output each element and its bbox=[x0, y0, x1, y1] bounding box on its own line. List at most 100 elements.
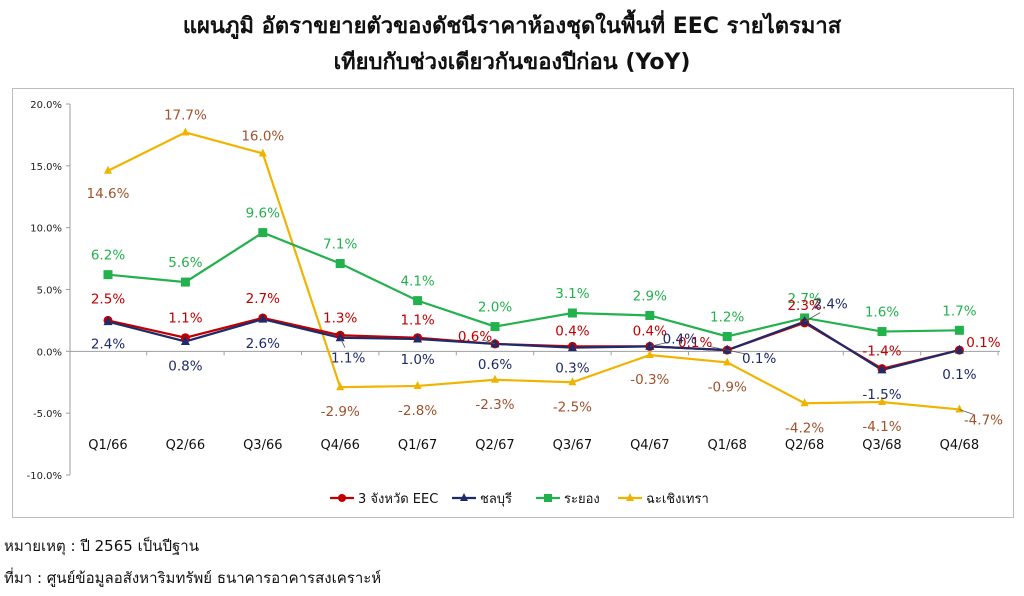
y-tick-label: 10.0% bbox=[30, 224, 62, 235]
data-point bbox=[491, 374, 499, 383]
legend: 3 จังหวัด EEC ชลบุรี ระยอง ฉะเชิงเทรา bbox=[330, 491, 709, 507]
x-tick-label: Q3/66 bbox=[243, 438, 282, 453]
data-point bbox=[800, 316, 810, 326]
data-label: 0.3% bbox=[555, 361, 589, 377]
data-point bbox=[180, 277, 190, 287]
data-point bbox=[878, 397, 886, 406]
x-tick-label: Q2/67 bbox=[475, 438, 514, 453]
data-point bbox=[645, 310, 655, 320]
data-label: 2.6% bbox=[246, 336, 280, 352]
x-tick-label: Q1/68 bbox=[707, 438, 746, 453]
series-line bbox=[107, 131, 960, 411]
data-label: -4.1% bbox=[862, 419, 901, 435]
x-tick-label: Q4/67 bbox=[630, 438, 669, 453]
data-label: 0.4% bbox=[555, 323, 589, 339]
data-label: 5.6% bbox=[168, 255, 202, 271]
data-label: -2.5% bbox=[553, 399, 592, 415]
leader-line bbox=[707, 345, 728, 351]
data-label: 6.2% bbox=[91, 248, 125, 264]
data-label: 1.3% bbox=[323, 310, 357, 326]
data-label: -1.4% bbox=[862, 344, 901, 360]
data-label: 2.3% bbox=[787, 298, 821, 314]
data-label: 16.0% bbox=[241, 128, 284, 144]
data-point bbox=[258, 228, 268, 238]
data-point bbox=[258, 313, 268, 323]
data-point bbox=[413, 296, 423, 306]
y-tick-label: 20.0% bbox=[30, 100, 62, 111]
data-label: 7.1% bbox=[323, 237, 357, 253]
leader-line bbox=[482, 339, 496, 345]
legend-label: ชลบุรี bbox=[480, 491, 512, 507]
data-label: 1.1% bbox=[400, 313, 434, 329]
data-label: 0.6% bbox=[458, 329, 492, 345]
footnote: หมายเหตุ : ปี 2565 เป็นปีฐาน bbox=[4, 537, 199, 555]
y-tick-label: -10.0% bbox=[27, 471, 62, 482]
data-label: 14.6% bbox=[87, 186, 130, 202]
data-point bbox=[336, 382, 345, 391]
data-label: -2.8% bbox=[398, 403, 437, 419]
data-label: 2.7% bbox=[787, 291, 821, 307]
data-point bbox=[877, 327, 887, 337]
data-point bbox=[877, 364, 887, 374]
legend-label: ฉะเชิงเทรา bbox=[646, 492, 709, 507]
data-label: -1.5% bbox=[862, 387, 901, 403]
data-point bbox=[645, 350, 654, 359]
series-line bbox=[107, 231, 960, 338]
data-label: 0.1% bbox=[942, 367, 976, 383]
data-point bbox=[258, 148, 267, 157]
leader-line bbox=[959, 409, 974, 415]
data-label: 1.6% bbox=[865, 305, 899, 321]
x-tick-label: Q3/68 bbox=[862, 438, 901, 453]
data-label: 1.1% bbox=[331, 351, 365, 367]
data-label: 1.7% bbox=[942, 303, 976, 319]
data-label: -2.3% bbox=[475, 397, 514, 413]
leader-line bbox=[727, 349, 747, 355]
x-tick-label: Q1/66 bbox=[88, 438, 127, 453]
data-point bbox=[103, 316, 113, 326]
chart-title-line-2: เทียบกับช่วงเดียวกันของปีก่อน (YoY) bbox=[333, 50, 691, 75]
data-point bbox=[490, 322, 500, 332]
data-point bbox=[103, 270, 113, 280]
data-point bbox=[568, 377, 577, 386]
data-label: 2.4% bbox=[813, 297, 847, 313]
data-point bbox=[413, 380, 422, 389]
legend-marker bbox=[460, 493, 468, 501]
data-point bbox=[722, 331, 732, 341]
leader-line bbox=[804, 312, 821, 322]
y-tick-label: 5.0% bbox=[37, 286, 62, 297]
source-note: ที่มา : ศูนย์ข้อมูลอสังหาริมทรัพย์ ธนาคา… bbox=[4, 569, 382, 587]
y-tick-label: 0.0% bbox=[37, 347, 62, 358]
data-point bbox=[954, 344, 964, 354]
data-label: 3.1% bbox=[555, 286, 589, 302]
legend-marker bbox=[338, 494, 346, 502]
data-point bbox=[335, 259, 345, 269]
chart-title-line-1: แผนภูมิ อัตราขยายตัวของดัชนีราคาห้องชุดใ… bbox=[182, 14, 842, 39]
data-label: 2.7% bbox=[246, 291, 280, 307]
data-point bbox=[567, 342, 577, 352]
data-labels: 14.6% 17.7% 16.0% -2.9% -2.8% -2.3% -2.5% -0.3%… bbox=[87, 107, 1004, 436]
data-label: -2.9% bbox=[321, 404, 360, 420]
data-point bbox=[104, 165, 112, 174]
data-label: 0.6% bbox=[478, 357, 512, 373]
data-label: -0.9% bbox=[708, 379, 747, 395]
data-label: 0.1% bbox=[678, 335, 712, 351]
data-label: 0.8% bbox=[168, 358, 202, 374]
x-tick-label: Q3/67 bbox=[553, 438, 592, 453]
data-label: 0.1% bbox=[966, 335, 1000, 351]
series-markers bbox=[103, 127, 964, 413]
series-line bbox=[107, 316, 960, 370]
series-line bbox=[107, 318, 960, 372]
x-tick-label: Q1/67 bbox=[398, 438, 437, 453]
y-tick-label: -5.0% bbox=[33, 409, 62, 420]
data-label: 17.7% bbox=[164, 107, 207, 123]
data-point bbox=[800, 398, 809, 407]
x-tick-label: Q2/66 bbox=[166, 438, 205, 453]
data-label: -4.7% bbox=[964, 412, 1003, 428]
data-point bbox=[954, 325, 964, 335]
data-label: -4.2% bbox=[785, 420, 824, 436]
data-point bbox=[180, 335, 190, 345]
x-tick-label: Q4/68 bbox=[940, 438, 979, 453]
data-point bbox=[645, 340, 655, 350]
line-chart: 20.0% 15.0% 10.0% 5.0% 0.0% -5.0% -10.0% Q1/66 Q… bbox=[27, 100, 1004, 507]
data-label: 2.4% bbox=[91, 337, 125, 353]
